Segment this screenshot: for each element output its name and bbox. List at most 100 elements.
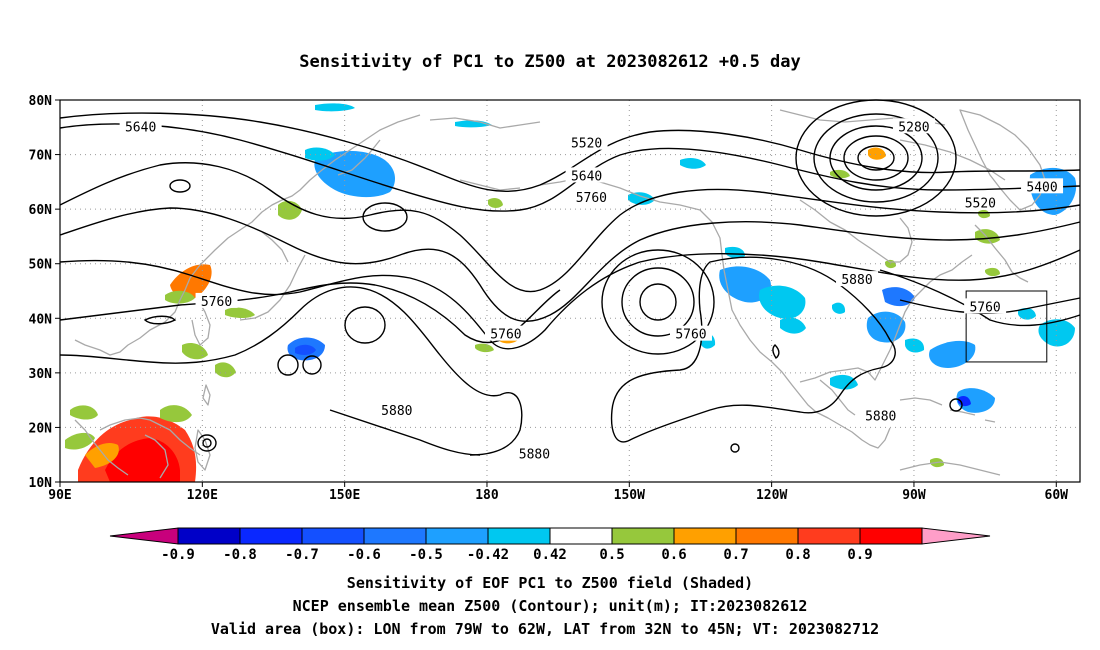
contour-label-bg: [565, 134, 608, 150]
contour-label-bg: [836, 271, 879, 287]
map-panel: 5640 5520 5640 5760 5280 5400 5520 5760 5760 5760…: [29, 94, 1081, 503]
colorbar-label: -0.6: [347, 547, 381, 563]
shaded-region: [314, 150, 395, 198]
shaded-region: [956, 388, 995, 413]
contour-label: 5640: [125, 120, 156, 135]
contour-label-bg: [513, 445, 556, 461]
colorbar-label: 0.7: [723, 547, 748, 563]
lat-tick-label: 40N: [29, 312, 53, 327]
contour-label: 5760: [675, 328, 706, 343]
shaded-region: [225, 307, 255, 319]
shaded-region: [295, 344, 316, 355]
lon-tick-label: 120W: [756, 488, 787, 503]
contour-label-bg: [570, 189, 613, 205]
shaded-region: [978, 209, 990, 219]
contour-label: 5880: [381, 404, 412, 419]
lon-tick-label: 150W: [614, 488, 645, 503]
colorbar-swatch: [487, 527, 551, 545]
colorbar-swatch: [301, 527, 365, 545]
caption-line-2: NCEP ensemble mean Z500 (Contour); unit(…: [293, 597, 808, 615]
colorbar-end-left: [109, 527, 179, 545]
contour-label-bg: [119, 118, 162, 134]
shaded-region: [165, 290, 195, 304]
lat-tick-label: 70N: [29, 149, 53, 164]
shaded-region: [929, 340, 976, 368]
lat-tick-label: 80N: [29, 94, 53, 109]
lon-tick-label: 150E: [329, 488, 360, 503]
contour-label: 5760: [490, 328, 521, 343]
contour-labels: 5640 5520 5640 5760 5280 5400 5520 5760 5760 5760…: [119, 118, 1064, 463]
shaded-region: [170, 264, 212, 299]
lat-tick-label: 60N: [29, 203, 53, 218]
contour-label: 5760: [969, 300, 1000, 315]
lon-tick-label: 90W: [902, 488, 926, 503]
valid-area-box: [965, 290, 1048, 363]
colorbar-label: -0.5: [409, 547, 443, 563]
colorbar-label: 0.8: [785, 547, 810, 563]
map-frame: [59, 99, 1081, 483]
shaded-region: [680, 157, 706, 169]
shaded-region: [215, 362, 236, 378]
z500-contours: [59, 99, 1081, 456]
contour-label: 5520: [965, 197, 996, 212]
shaded-region: [719, 266, 771, 303]
colorbar-label: -0.42: [467, 547, 509, 563]
colorbar-swatch: [859, 527, 923, 545]
shaded-region: [1018, 308, 1036, 320]
shaded-region: [868, 147, 886, 160]
colorbar-label: 0.5: [599, 547, 624, 563]
colorbar-swatch: [797, 527, 861, 545]
contour-label: 5520: [571, 137, 602, 152]
shaded-region: [160, 405, 192, 423]
lon-tick-label: 60W: [1045, 488, 1069, 503]
lat-tick-label: 30N: [29, 367, 53, 382]
shaded-region: [832, 302, 846, 314]
contour-label: 5640: [571, 169, 602, 184]
shaded-region: [70, 405, 98, 420]
shaded-region: [1038, 319, 1075, 347]
shaded-region: [830, 374, 858, 390]
contour-label-bg: [1021, 178, 1064, 194]
shaded-region: [759, 285, 806, 319]
colorbar-label: 0.9: [847, 547, 872, 563]
colorbar-swatch: [425, 527, 489, 545]
colorbar-swatch: [239, 527, 303, 545]
shaded-region: [488, 197, 503, 208]
colorbar-end-right: [921, 527, 991, 545]
shaded-region: [455, 120, 492, 128]
colorbar-label: -0.9: [161, 547, 195, 563]
shaded-region: [985, 267, 1000, 277]
shaded-region: [105, 438, 180, 482]
colorbar-label: -0.8: [223, 547, 257, 563]
shaded-region: [65, 432, 95, 450]
contour-label: 5760: [201, 295, 232, 310]
caption-line-1: Sensitivity of EOF PC1 to Z500 field (Sh…: [347, 574, 753, 592]
contour-label: 5280: [898, 120, 929, 135]
contour-label: 5760: [576, 191, 607, 206]
contour-label: 5880: [865, 410, 896, 425]
colorbar-swatch: [177, 527, 241, 545]
colorbar-swatch: [363, 527, 427, 545]
contour-label-bg: [195, 292, 238, 308]
lat-tick-label: 10N: [29, 476, 53, 491]
colorbar-swatch: [735, 527, 799, 545]
colorbar-swatch: [611, 527, 675, 545]
caption-line-3: Valid area (box): LON from 79W to 62W, L…: [211, 620, 879, 638]
colorbar-swatch: [673, 527, 737, 545]
lon-tick-label: 120E: [187, 488, 218, 503]
contour-label-bg: [964, 298, 1007, 314]
contour-label: 5880: [519, 448, 550, 463]
colorbar-swatch: [549, 527, 613, 545]
colorbar-label: 0.42: [533, 547, 567, 563]
contour-label-bg: [892, 118, 935, 134]
shaded-region: [905, 338, 925, 353]
map-grid: [60, 100, 1080, 482]
contour-label-bg: [669, 325, 712, 341]
shaded-region: [628, 192, 655, 205]
lon-tick-label: 90E: [48, 488, 71, 503]
contour-label: 5400: [1026, 180, 1057, 195]
contour-label-bg: [565, 167, 608, 183]
contour-label-bg: [484, 325, 527, 341]
